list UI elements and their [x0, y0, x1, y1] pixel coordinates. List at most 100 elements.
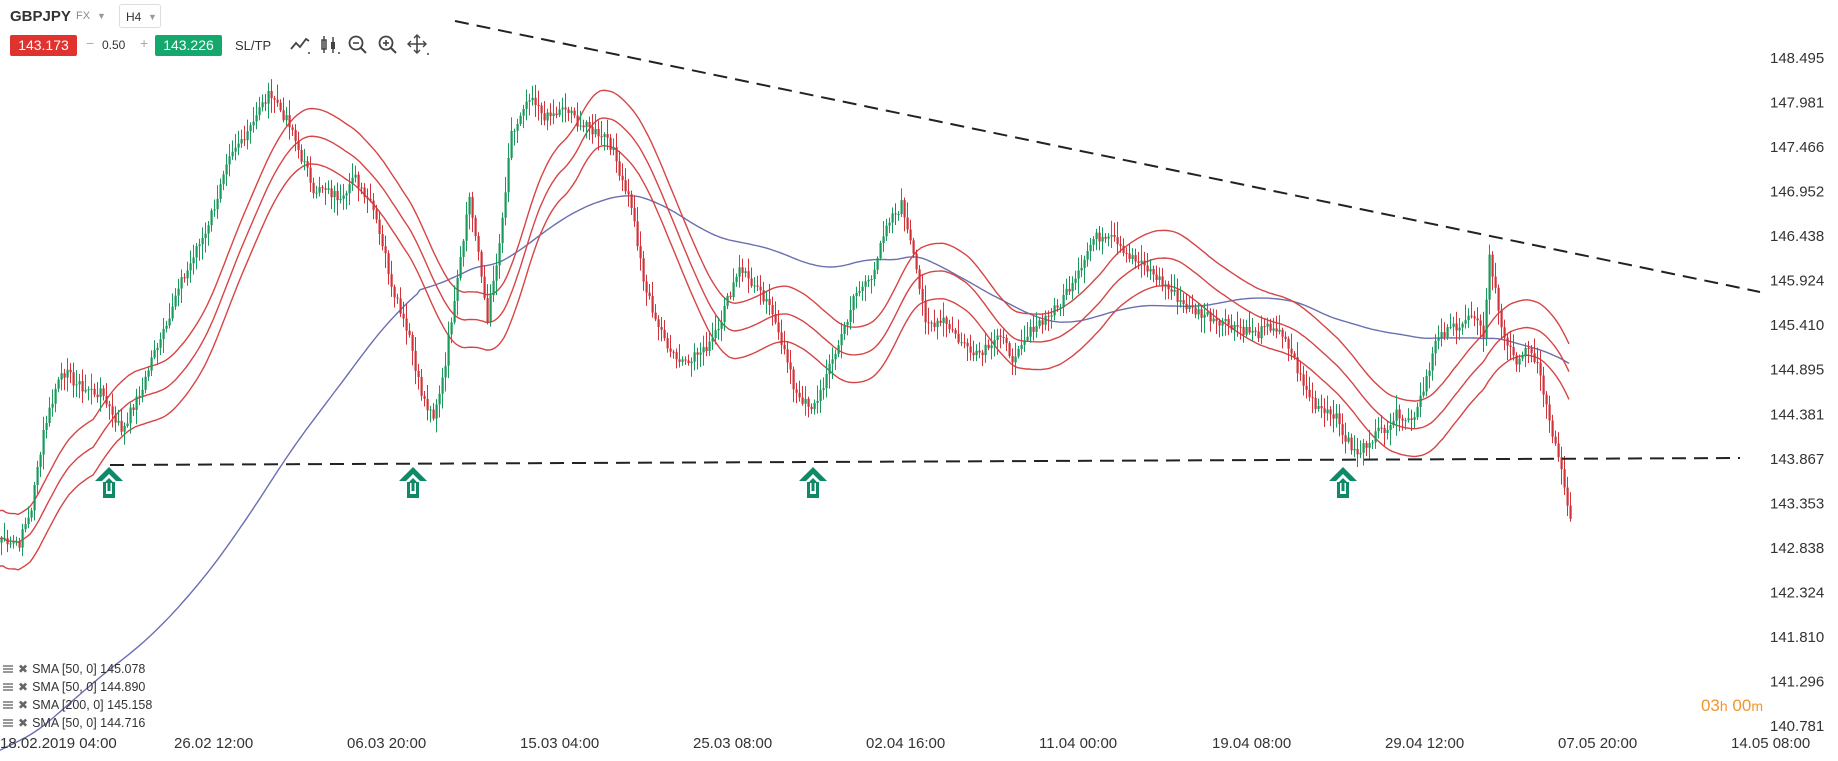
candle[interactable]	[1137, 251, 1140, 270]
candle-body[interactable]	[1479, 320, 1482, 326]
close-icon[interactable]: ✖	[18, 716, 29, 730]
candle[interactable]	[1428, 362, 1431, 389]
candle-body[interactable]	[1455, 323, 1458, 331]
candle-body[interactable]	[552, 113, 555, 117]
candle-body[interactable]	[1158, 276, 1161, 280]
candle[interactable]	[342, 183, 345, 210]
candle[interactable]	[243, 125, 246, 146]
candle-body[interactable]	[1527, 348, 1530, 350]
candle[interactable]	[45, 415, 48, 439]
candle[interactable]	[699, 342, 702, 368]
candle-body[interactable]	[1563, 469, 1566, 488]
candle[interactable]	[1191, 294, 1194, 314]
candle-body[interactable]	[1188, 305, 1191, 310]
candle[interactable]	[1482, 311, 1485, 352]
candle-body[interactable]	[675, 352, 678, 360]
support-trendline[interactable]	[109, 457, 1741, 466]
candle-body[interactable]	[99, 388, 102, 398]
candle[interactable]	[690, 357, 693, 377]
candle[interactable]	[399, 287, 402, 318]
candle[interactable]	[894, 203, 897, 226]
candle[interactable]	[162, 317, 165, 353]
candle[interactable]	[315, 185, 318, 199]
candle-body[interactable]	[477, 236, 480, 252]
candle-body[interactable]	[183, 277, 186, 279]
candle-body[interactable]	[222, 174, 225, 185]
candle-body[interactable]	[417, 370, 420, 378]
candle-body[interactable]	[951, 329, 954, 331]
candle[interactable]	[597, 120, 600, 151]
candle-body[interactable]	[1092, 239, 1095, 245]
candle[interactable]	[618, 150, 621, 181]
candle-body[interactable]	[495, 265, 498, 281]
candle-body[interactable]	[1350, 437, 1353, 451]
candle-body[interactable]	[54, 388, 57, 404]
candle[interactable]	[675, 348, 678, 369]
candle[interactable]	[1323, 398, 1326, 428]
candle-body[interactable]	[1305, 385, 1308, 390]
indicator-row[interactable]: ✖ SMA [50, 0] 144.716	[0, 714, 152, 732]
candle-body[interactable]	[195, 246, 198, 258]
candle-body[interactable]	[1122, 245, 1125, 253]
candle-body[interactable]	[405, 318, 408, 331]
candle[interactable]	[312, 177, 315, 199]
candle[interactable]	[1206, 302, 1209, 317]
candle-body[interactable]	[567, 109, 570, 114]
candle[interactable]	[1476, 307, 1479, 336]
candle-body[interactable]	[255, 115, 258, 122]
candle-body[interactable]	[1206, 312, 1209, 315]
candle-body[interactable]	[42, 429, 45, 455]
candle[interactable]	[1014, 342, 1017, 376]
candle[interactable]	[927, 307, 930, 335]
candle-body[interactable]	[921, 288, 924, 301]
candle[interactable]	[1044, 310, 1047, 331]
candle[interactable]	[387, 250, 390, 285]
candle[interactable]	[1419, 382, 1422, 418]
candle[interactable]	[873, 262, 876, 287]
candle[interactable]	[510, 117, 513, 161]
candle-body[interactable]	[603, 134, 606, 137]
candle[interactable]	[768, 283, 771, 316]
candle-body[interactable]	[1038, 320, 1041, 327]
candle-body[interactable]	[1377, 427, 1380, 432]
candle-body[interactable]	[591, 127, 594, 135]
candle[interactable]	[630, 190, 633, 216]
candle-body[interactable]	[1494, 276, 1497, 288]
candle[interactable]	[1182, 293, 1185, 313]
candle[interactable]	[648, 283, 651, 300]
candle[interactable]	[270, 79, 273, 113]
candle-body[interactable]	[294, 129, 297, 141]
candle[interactable]	[1251, 317, 1254, 342]
candle[interactable]	[849, 296, 852, 330]
candle[interactable]	[606, 119, 609, 150]
candle-body[interactable]	[1011, 356, 1014, 363]
candle-body[interactable]	[348, 184, 351, 194]
candle[interactable]	[633, 195, 636, 227]
candle[interactable]	[246, 119, 249, 150]
candle-body[interactable]	[1416, 406, 1419, 418]
candle[interactable]	[1311, 382, 1314, 414]
candle[interactable]	[621, 163, 624, 192]
candle-body[interactable]	[1467, 315, 1470, 321]
candle[interactable]	[1434, 334, 1437, 366]
candle-body[interactable]	[408, 330, 411, 335]
candle-body[interactable]	[303, 161, 306, 163]
lot-plus-button[interactable]: +	[140, 35, 149, 51]
candle[interactable]	[723, 297, 726, 331]
candle[interactable]	[840, 322, 843, 359]
candle-body[interactable]	[57, 379, 60, 389]
candle[interactable]	[171, 293, 174, 322]
candle-body[interactable]	[1053, 305, 1056, 316]
candle[interactable]	[468, 192, 471, 230]
candle[interactable]	[1437, 325, 1440, 350]
candle-body[interactable]	[1452, 323, 1455, 327]
candle[interactable]	[1512, 334, 1515, 361]
candle[interactable]	[435, 399, 438, 433]
candle[interactable]	[504, 176, 507, 226]
candle[interactable]	[216, 185, 219, 219]
candle-body[interactable]	[819, 389, 822, 401]
candle[interactable]	[786, 341, 789, 374]
candle[interactable]	[522, 104, 525, 129]
candle[interactable]	[255, 102, 258, 130]
candle[interactable]	[333, 185, 336, 213]
